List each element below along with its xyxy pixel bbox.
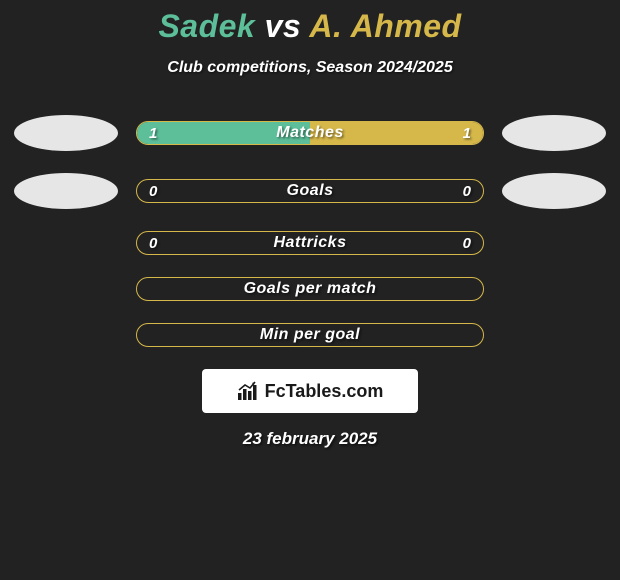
logo: FcTables.com [237,381,384,402]
stat-row: 00Goals [0,173,620,209]
stat-label: Hattricks [137,234,483,252]
ball-indicator-right [502,173,606,209]
stat-bar: 00Goals [136,179,484,203]
player1-name: Sadek [158,8,255,44]
ball-indicator-right [502,115,606,151]
subtitle: Club competitions, Season 2024/2025 [0,59,620,77]
stat-bar: Goals per match [136,277,484,301]
title: Sadek vs A. Ahmed [0,8,620,45]
stat-bar: 00Hattricks [136,231,484,255]
stat-row: Goals per match [0,277,620,301]
logo-text: FcTables.com [265,381,384,402]
stat-row: 11Matches [0,115,620,151]
stat-bar: Min per goal [136,323,484,347]
vs-label: vs [265,8,302,44]
ball-indicator-left [14,115,118,151]
date-label: 23 february 2025 [0,429,620,449]
stat-row: Min per goal [0,323,620,347]
stat-row: 00Hattricks [0,231,620,255]
stat-label: Goals per match [137,280,483,298]
comparison-card: Sadek vs A. Ahmed Club competitions, Sea… [0,0,620,449]
player2-name: A. Ahmed [309,8,461,44]
stat-bar: 11Matches [136,121,484,145]
chart-icon [237,381,261,401]
stat-label: Min per goal [137,326,483,344]
logo-box: FcTables.com [202,369,418,413]
stat-label: Goals [137,182,483,200]
stat-label: Matches [137,124,483,142]
ball-indicator-left [14,173,118,209]
stats-rows: 11Matches 00Goals 00Hattricks Goals per mat… [0,115,620,347]
